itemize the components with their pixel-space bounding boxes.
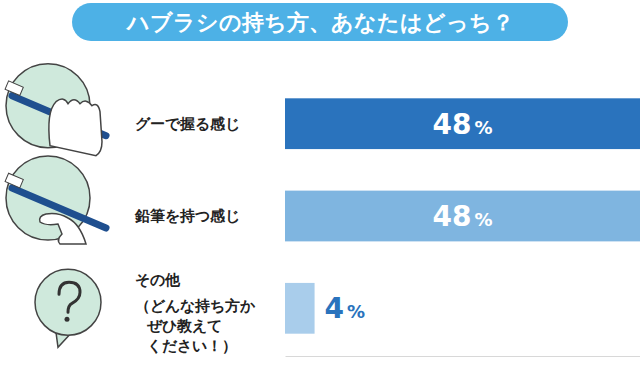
category-tick: グーで握る感じ — [135, 115, 240, 133]
icon-bristles — [5, 173, 23, 188]
data-label: 4% — [325, 292, 366, 325]
bar — [285, 283, 315, 334]
icon-bristles — [5, 81, 23, 96]
axis-line — [286, 356, 640, 357]
bar — [285, 191, 640, 242]
title-background — [72, 3, 568, 41]
category-label-line: その他 — [135, 271, 181, 289]
icon-hand — [49, 99, 102, 156]
category-label-line: 鉛筆を持つ感じ — [134, 207, 240, 225]
category-label-line: グーで握る感じ — [135, 115, 240, 133]
icon-hand — [40, 214, 86, 245]
icon — [5, 64, 106, 156]
category-tick: 鉛筆を持つ感じ — [134, 207, 240, 225]
category-label: 鉛筆を持つ感じ — [134, 207, 240, 225]
title: ハブラシの持ち方、あなたはどっち？ — [125, 10, 514, 35]
category-tick: その他 （どんな持ち方かぜひ教えてください！） — [135, 271, 256, 355]
data-label: 48% — [432, 200, 492, 233]
icons — [5, 64, 106, 348]
category-label-line: ぜひ教えて — [146, 317, 222, 335]
chart: ハブラシの持ち方、あなたはどっち？ グーで握る感じ鉛筆を持つ感じその他 （どんな持ち… — [0, 0, 640, 386]
category-axis: グーで握る感じ鉛筆を持つ感じその他 （どんな持ち方かぜひ教えてください！） — [134, 115, 256, 355]
icon-question — [59, 282, 80, 312]
value-axis — [286, 356, 640, 357]
bars — [285, 98, 640, 333]
category-label-line: （どんな持ち方か — [135, 297, 256, 315]
icon-question-dot — [65, 317, 70, 322]
data-labels: 48% 48% 4% — [325, 108, 493, 326]
category-label-line: ください！） — [147, 337, 237, 355]
icon — [5, 156, 106, 244]
category-label: グーで握る感じ — [135, 115, 240, 133]
icon — [35, 269, 101, 347]
icon-circle — [35, 269, 101, 335]
category-label: その他 （どんな持ち方かぜひ教えてください！） — [135, 271, 256, 355]
data-label: 48% — [432, 108, 492, 141]
bar — [285, 98, 640, 149]
